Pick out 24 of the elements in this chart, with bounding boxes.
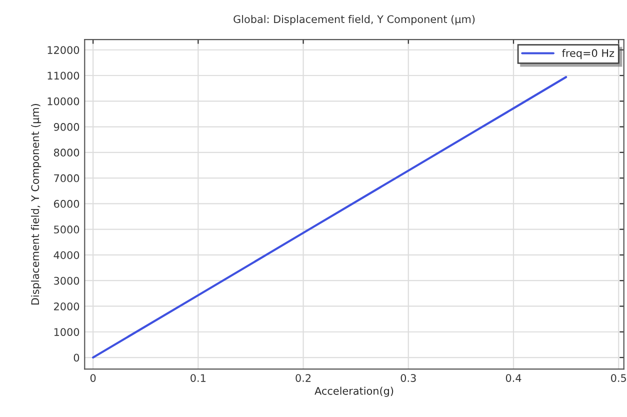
- x-tick-label: 0.4: [506, 374, 522, 382]
- y-tick-label: 3000: [54, 276, 80, 285]
- chart-title: Global: Displacement field, Y Component (µm): [234, 15, 475, 26]
- y-tick-label: 6000: [54, 200, 80, 208]
- x-axis-title: Acceleration(g): [314, 386, 394, 397]
- x-tick-label: 0.5: [611, 374, 626, 382]
- legend-label: freq=0 Hz: [562, 48, 614, 60]
- x-tick-label: 0.2: [296, 374, 311, 382]
- y-tick-label: 7000: [54, 174, 80, 182]
- x-tick-label: 0: [90, 374, 96, 382]
- x-tick-label: 0.3: [400, 374, 416, 382]
- y-tick-label: 10000: [48, 97, 80, 106]
- y-tick-label: 1000: [54, 328, 80, 336]
- y-tick-label: 11000: [48, 72, 80, 80]
- x-tick-label: 0.1: [190, 374, 206, 382]
- line-series: [92, 76, 568, 359]
- y-axis-title: Displacement field, Y Component (µm): [31, 104, 42, 304]
- y-tick-label: 4000: [54, 251, 80, 260]
- y-tick-label: 8000: [54, 148, 80, 157]
- y-tick-label: 9000: [54, 123, 80, 131]
- y-tick-label: 5000: [54, 226, 80, 234]
- y-tick-label: 0: [74, 354, 80, 362]
- y-tick-label: 2000: [54, 302, 80, 310]
- y-tick-label: 12000: [48, 46, 80, 54]
